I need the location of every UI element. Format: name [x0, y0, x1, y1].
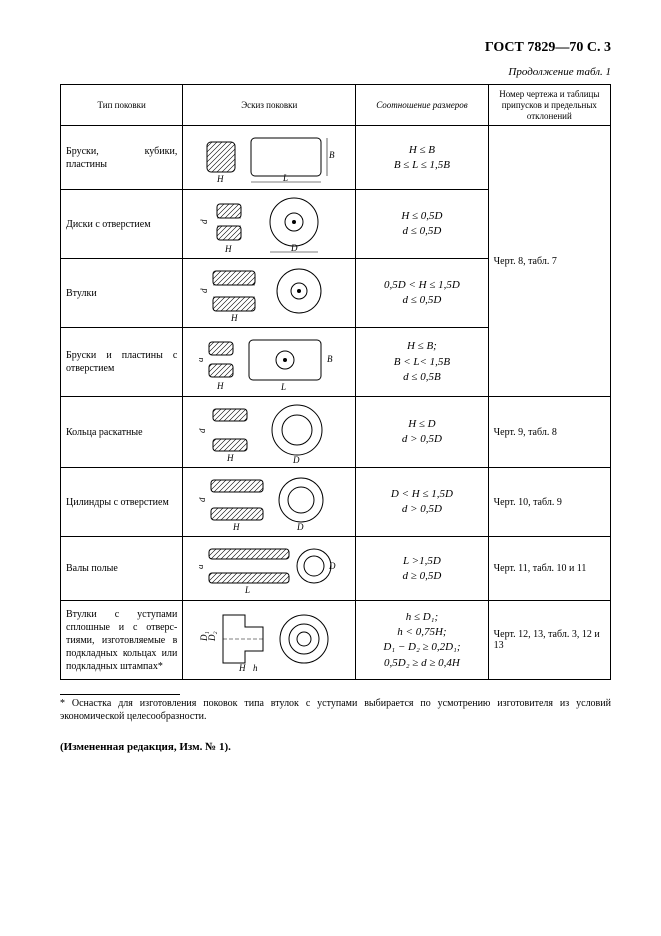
type-cell: Бруски и пласти­ны с отверстием	[61, 328, 183, 397]
sketch-bushing: d H	[183, 259, 356, 328]
type-cell: Втулки с уступами сплошные и с отверс­ти…	[61, 601, 183, 680]
sketch-cylinder-hole: d H D	[183, 468, 356, 537]
sketch-bar-cube: H L B	[183, 126, 356, 190]
table-row: Втулки с уступами сплошные и с отверс­ти…	[61, 601, 611, 680]
table-row: Цилиндры с от­верстием d H D D < H ≤ 1,5…	[61, 468, 611, 537]
svg-text:H: H	[224, 244, 232, 254]
svg-text:d: d	[199, 219, 209, 224]
svg-text:d: d	[199, 357, 205, 362]
svg-text:D: D	[328, 561, 336, 571]
relation-cell: D < H ≤ 1,5Dd > 0,5D	[356, 468, 488, 537]
svg-text:d: d	[199, 428, 207, 433]
relation-cell: H ≤ Dd > 0,5D	[356, 397, 488, 468]
svg-text:D: D	[292, 455, 300, 463]
svg-text:D: D	[296, 522, 304, 532]
reference-cell-group1: Черт. 8, табл. 7	[488, 126, 610, 397]
table-row: Кольца раскатные d H D H ≤ Dd > 0,5D Чер…	[61, 397, 611, 468]
svg-text:H: H	[230, 313, 238, 323]
sketch-hollow-shaft: d L D	[183, 537, 356, 601]
type-cell: Кольца раскатные	[61, 397, 183, 468]
document-id: ГОСТ 7829—70 С. 3	[60, 40, 611, 56]
relation-cell: H ≤ BB ≤ L ≤ 1,5B	[356, 126, 488, 190]
type-cell: Бруски, кубики, пластины	[61, 126, 183, 190]
svg-text:H: H	[216, 381, 224, 391]
relation-cell: H ≤ B;B < L< 1,5Bd ≤ 0,5B	[356, 328, 488, 397]
relation-cell: L >1,5Dd ≥ 0,5D	[356, 537, 488, 601]
svg-text:H: H	[216, 174, 224, 184]
relation-cell: 0,5D < H ≤ 1,5Dd ≤ 0,5D	[356, 259, 488, 328]
svg-text:d: d	[199, 288, 209, 293]
col-header-reference: Номер чертежа и таблицы припусков и пред…	[488, 85, 610, 126]
relation-cell: h ≤ D₁;h < 0,75H;D₁ − D₂ ≥ 0,2D₁;0,5D₂ ≥…	[356, 601, 488, 680]
col-header-type: Тип поковки	[61, 85, 183, 126]
reference-cell: Черт. 10, табл. 9	[488, 468, 610, 537]
edition-note: (Измененная редакция, Изм. № 1).	[60, 741, 611, 753]
type-cell: Цилиндры с от­верстием	[61, 468, 183, 537]
footnote-text: * Оснастка для изготовления поковок типа…	[60, 697, 611, 723]
sketch-stepped-bushing: D₁ D₂ H h	[183, 601, 356, 680]
svg-text:L: L	[244, 585, 250, 595]
type-cell: Валы полые	[61, 537, 183, 601]
page: ГОСТ 7829—70 С. 3 Продолжение табл. 1 Ти…	[0, 0, 661, 936]
svg-text:H: H	[226, 453, 234, 463]
svg-text:D: D	[290, 243, 298, 253]
svg-text:H: H	[232, 522, 240, 532]
svg-text:B: B	[329, 150, 335, 160]
svg-text:L: L	[282, 173, 288, 183]
svg-text:h: h	[253, 663, 258, 673]
forgings-table: Тип поковки Эскиз поковки Соотношение ра…	[60, 84, 611, 680]
svg-text:L: L	[280, 382, 286, 392]
type-cell: Диски с отверстием	[61, 190, 183, 259]
type-cell: Втулки	[61, 259, 183, 328]
col-header-relation: Соотношение размеров	[356, 85, 488, 126]
sketch-bar-hole: d H L B	[183, 328, 356, 397]
table-continuation: Продолжение табл. 1	[60, 66, 611, 78]
table-row: Валы полые d L D L >1,5Dd ≥ 0,5D Черт. 1…	[61, 537, 611, 601]
sketch-ring: d H D	[183, 397, 356, 468]
svg-text:D₂: D₂	[207, 632, 217, 643]
col-header-sketch: Эскиз поковки	[183, 85, 356, 126]
reference-cell: Черт. 11, табл. 10 и 11	[488, 537, 610, 601]
sketch-disk-hole: d H D	[183, 190, 356, 259]
svg-text:H: H	[238, 663, 246, 673]
reference-cell: Черт. 9, табл. 8	[488, 397, 610, 468]
table-row: Бруски, кубики, пластины H L B H ≤ BB	[61, 126, 611, 190]
reference-cell: Черт. 12, 13, табл. 3, 12 и 13	[488, 601, 610, 680]
svg-text:d: d	[199, 564, 205, 569]
svg-text:B: B	[327, 354, 333, 364]
relation-cell: H ≤ 0,5Dd ≤ 0,5D	[356, 190, 488, 259]
svg-text:d: d	[199, 497, 207, 502]
footnote-rule	[60, 694, 180, 695]
